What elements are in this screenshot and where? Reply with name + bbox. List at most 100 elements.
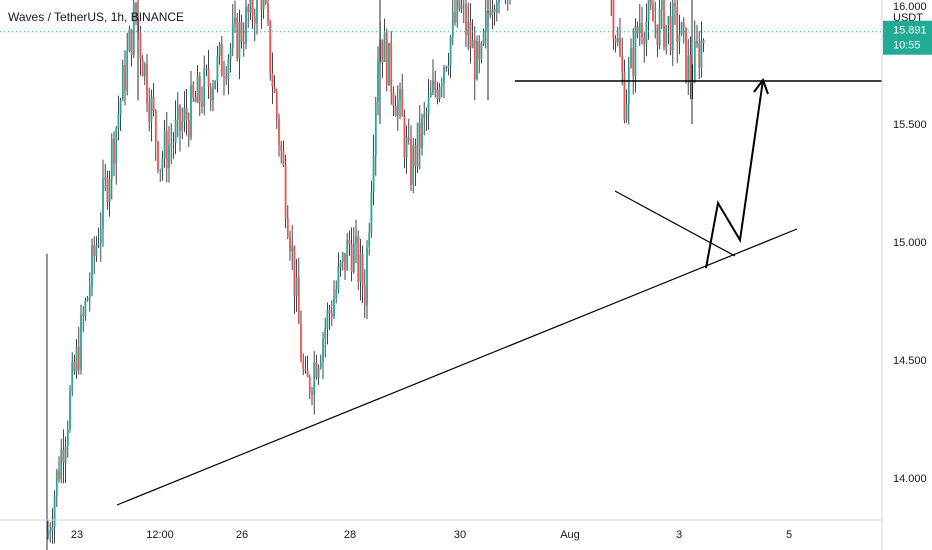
candle-body: [621, 55, 624, 73]
candle-body: [678, 35, 681, 42]
y-tick-label: 16.000: [893, 1, 927, 13]
candle-body: [75, 346, 78, 372]
candle-body: [80, 314, 82, 370]
candle-body: [438, 86, 441, 99]
candle-body: [702, 40, 705, 44]
candle-body: [357, 236, 360, 282]
candlestick-series: [46, 0, 705, 550]
candle-body: [355, 236, 357, 244]
y-tick-label: 15.000: [893, 237, 927, 249]
candle-body: [326, 310, 329, 329]
candle-body: [660, 0, 663, 10]
candle-body: [352, 243, 355, 273]
candle-body: [636, 26, 639, 34]
candle-body: [656, 24, 659, 46]
candle-body: [284, 165, 287, 219]
candle-body: [62, 449, 65, 463]
x-tick-label: 26: [236, 529, 248, 541]
candle-body: [460, 4, 463, 9]
candle-body: [159, 169, 162, 171]
candle-body: [625, 104, 628, 121]
candle-body: [209, 86, 212, 101]
candle-body: [339, 262, 342, 268]
arrow-head: [753, 77, 769, 95]
candle-body: [119, 100, 122, 115]
candle-body: [311, 392, 313, 395]
candle-body: [135, 3, 137, 20]
candle-body: [275, 91, 278, 119]
candle-body: [247, 6, 250, 13]
candle-body: [443, 67, 445, 84]
candle-body: [174, 119, 177, 143]
x-tick-label: 5: [786, 529, 792, 541]
candle-body: [71, 361, 74, 392]
drawings-layer[interactable]: [116, 77, 882, 506]
candle-body: [680, 22, 683, 36]
candle-body: [115, 128, 118, 164]
candle-body: [302, 361, 305, 369]
candle-body: [465, 4, 467, 35]
candle-body: [77, 346, 80, 370]
candle-body: [203, 68, 206, 107]
candle-body: [341, 253, 344, 263]
candle-body: [60, 449, 63, 480]
candle-body: [269, 20, 272, 74]
candle-body: [324, 328, 327, 339]
candle-body: [201, 102, 203, 107]
candle-body: [315, 362, 318, 378]
x-tick-label: 28: [344, 529, 356, 541]
candle-body: [293, 245, 296, 296]
candle-body: [399, 88, 401, 101]
candle-body: [632, 47, 635, 76]
candle-body: [289, 237, 291, 252]
candle-body: [687, 55, 690, 81]
candle-body: [425, 113, 428, 115]
y-tick-label: 14.000: [893, 473, 927, 485]
candle-body: [121, 65, 124, 101]
candle-body: [685, 27, 687, 81]
x-tick-label: 3: [676, 529, 682, 541]
candle-body: [179, 105, 181, 131]
candle-body: [64, 445, 67, 463]
candle-body: [359, 253, 362, 282]
candle-body: [73, 361, 76, 372]
candle-body: [454, 12, 456, 23]
candle-body: [113, 138, 115, 164]
candle-body: [313, 362, 316, 395]
candle-body: [157, 142, 159, 170]
candle-body: [469, 21, 472, 49]
candle-body: [381, 39, 384, 62]
candle-body: [117, 114, 120, 129]
candle-body: [405, 137, 408, 158]
candle-body: [176, 105, 179, 120]
candle-body: [306, 370, 309, 378]
candle-body: [691, 81, 694, 84]
candle-body: [368, 232, 371, 248]
candle-body: [643, 37, 646, 45]
candle-body: [143, 63, 146, 77]
candle-body: [141, 58, 144, 77]
candle-body: [652, 5, 654, 22]
candle-body: [495, 2, 498, 13]
candle-body: [66, 429, 69, 446]
candle-body: [86, 297, 89, 301]
candle-body: [658, 9, 661, 46]
candle-body: [436, 89, 439, 99]
candle-body: [216, 55, 219, 81]
candle-body: [427, 96, 430, 114]
price-axis[interactable]: 14.00014.50015.00015.50016.00016.50017.0…: [881, 0, 927, 550]
candle-body: [249, 0, 252, 13]
candle-body: [262, 0, 265, 10]
candle-body: [146, 63, 148, 104]
candle-body: [484, 10, 487, 32]
candle-body: [205, 68, 208, 70]
x-tick-label: 12:00: [146, 529, 174, 541]
candle-body: [423, 113, 426, 119]
candle-body: [95, 245, 98, 257]
time-axis[interactable]: 23 12:00 26 28 30 Aug 3 5: [0, 519, 882, 541]
candle-body: [238, 22, 241, 59]
candle-body: [627, 67, 630, 105]
candle-body: [348, 239, 351, 245]
